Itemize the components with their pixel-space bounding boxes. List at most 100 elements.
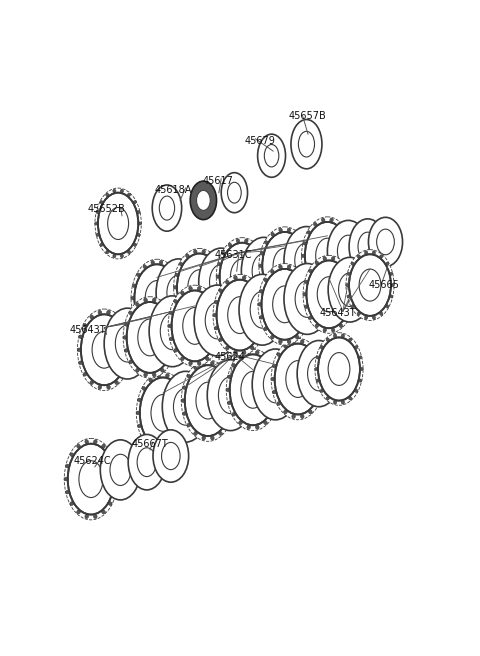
Ellipse shape <box>177 253 222 321</box>
Ellipse shape <box>94 514 97 518</box>
Text: 45643T: 45643T <box>320 308 356 318</box>
Ellipse shape <box>113 189 116 193</box>
Ellipse shape <box>169 311 174 315</box>
Ellipse shape <box>236 310 240 314</box>
Ellipse shape <box>100 440 141 500</box>
Ellipse shape <box>217 262 221 266</box>
Ellipse shape <box>347 272 351 276</box>
Ellipse shape <box>257 338 261 341</box>
Ellipse shape <box>144 298 147 302</box>
Text: 45631C: 45631C <box>215 250 252 260</box>
Ellipse shape <box>327 220 369 282</box>
Ellipse shape <box>326 338 329 342</box>
Ellipse shape <box>212 300 216 304</box>
Ellipse shape <box>202 361 205 365</box>
Ellipse shape <box>77 309 131 390</box>
Ellipse shape <box>300 340 304 344</box>
Ellipse shape <box>173 336 177 339</box>
Ellipse shape <box>252 243 256 247</box>
Ellipse shape <box>255 350 259 354</box>
Ellipse shape <box>358 379 362 382</box>
Ellipse shape <box>309 269 312 273</box>
Ellipse shape <box>270 270 274 274</box>
Ellipse shape <box>225 423 229 427</box>
Ellipse shape <box>257 289 261 293</box>
Ellipse shape <box>252 306 256 310</box>
Ellipse shape <box>211 436 214 440</box>
Ellipse shape <box>173 286 178 289</box>
Ellipse shape <box>136 372 190 454</box>
Ellipse shape <box>284 226 329 295</box>
Ellipse shape <box>132 309 136 312</box>
Ellipse shape <box>167 275 190 310</box>
Ellipse shape <box>194 366 197 370</box>
Text: 45652B: 45652B <box>88 204 126 215</box>
Ellipse shape <box>149 443 153 448</box>
Ellipse shape <box>110 454 131 485</box>
Ellipse shape <box>182 412 187 415</box>
Ellipse shape <box>295 295 299 299</box>
Ellipse shape <box>98 193 138 255</box>
Ellipse shape <box>216 237 268 316</box>
Ellipse shape <box>216 275 220 278</box>
Ellipse shape <box>121 372 125 376</box>
Ellipse shape <box>216 262 220 266</box>
Ellipse shape <box>113 254 116 258</box>
Ellipse shape <box>135 368 139 372</box>
Ellipse shape <box>307 231 311 234</box>
Ellipse shape <box>196 190 210 211</box>
Ellipse shape <box>317 277 341 312</box>
Ellipse shape <box>274 375 278 379</box>
Ellipse shape <box>125 361 130 365</box>
Ellipse shape <box>179 309 183 312</box>
Ellipse shape <box>175 298 179 302</box>
Ellipse shape <box>131 259 183 337</box>
Ellipse shape <box>166 373 169 378</box>
Ellipse shape <box>100 243 103 246</box>
Ellipse shape <box>70 502 74 505</box>
Ellipse shape <box>295 335 299 339</box>
Ellipse shape <box>228 306 232 310</box>
Ellipse shape <box>183 308 207 344</box>
Ellipse shape <box>239 355 242 359</box>
Ellipse shape <box>348 396 352 400</box>
Ellipse shape <box>326 396 329 400</box>
Ellipse shape <box>247 425 251 429</box>
Ellipse shape <box>320 346 324 349</box>
Ellipse shape <box>252 349 299 420</box>
Ellipse shape <box>121 323 125 327</box>
Ellipse shape <box>187 375 191 378</box>
Ellipse shape <box>194 285 240 356</box>
Ellipse shape <box>250 291 275 328</box>
Ellipse shape <box>153 430 189 482</box>
Ellipse shape <box>179 297 183 300</box>
Ellipse shape <box>112 490 117 494</box>
Ellipse shape <box>79 335 83 338</box>
Ellipse shape <box>171 323 175 326</box>
Ellipse shape <box>226 349 280 430</box>
Ellipse shape <box>79 361 83 365</box>
Ellipse shape <box>263 287 267 291</box>
Ellipse shape <box>338 273 361 306</box>
Text: 45667T: 45667T <box>132 439 168 449</box>
Ellipse shape <box>77 510 81 514</box>
Ellipse shape <box>219 289 223 293</box>
Ellipse shape <box>241 371 265 408</box>
Ellipse shape <box>127 302 173 373</box>
Ellipse shape <box>169 337 174 340</box>
Ellipse shape <box>275 344 321 415</box>
Ellipse shape <box>259 264 263 268</box>
Ellipse shape <box>303 266 307 270</box>
Ellipse shape <box>226 280 229 284</box>
Ellipse shape <box>346 250 394 321</box>
Ellipse shape <box>152 185 181 231</box>
Ellipse shape <box>369 217 403 266</box>
Ellipse shape <box>77 348 82 352</box>
Ellipse shape <box>273 248 297 283</box>
Ellipse shape <box>64 478 68 481</box>
Ellipse shape <box>207 359 254 430</box>
Ellipse shape <box>70 453 74 457</box>
Ellipse shape <box>331 328 335 332</box>
Ellipse shape <box>385 262 389 266</box>
Ellipse shape <box>328 257 372 322</box>
